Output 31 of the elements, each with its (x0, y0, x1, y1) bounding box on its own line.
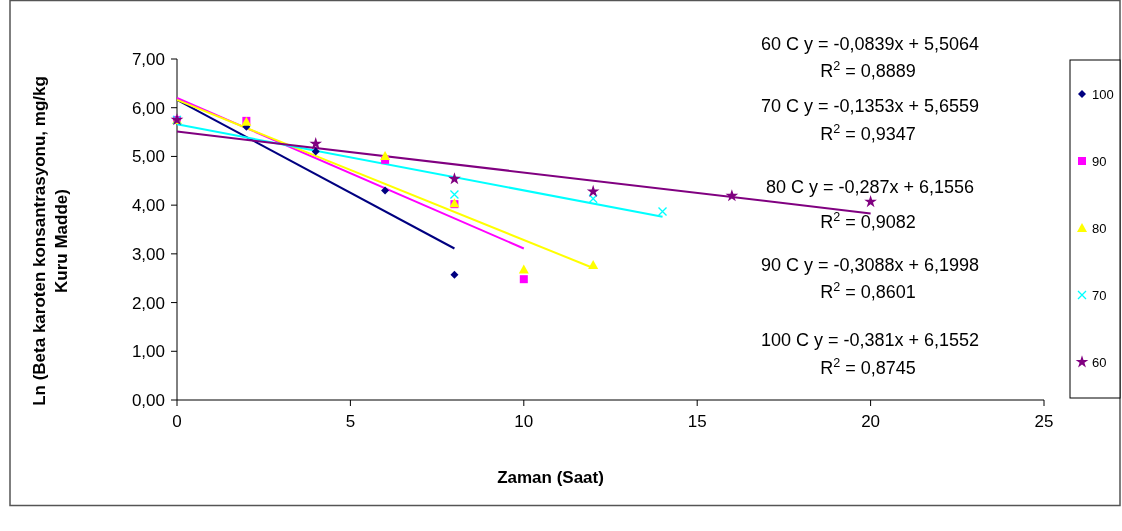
y-tick-label: 2,00 (131, 293, 165, 313)
x-tick-label: 0 (172, 412, 182, 431)
annotation: R$^{2}$ = 0,8745 (820, 356, 916, 378)
y-tick-label: 4,00 (131, 196, 165, 216)
legend-label: 100 (1092, 86, 1114, 102)
text: 60 C y = -0,0839x + 5,5064 (760, 34, 980, 54)
y-tick-label: 1,00 (131, 342, 165, 362)
legend-label: 90 (1092, 153, 1107, 169)
y-tick-label: 0,00 (131, 390, 165, 410)
x-tick-label: 15 (687, 412, 707, 431)
x-axis-title: Zaman (Saat) (497, 468, 604, 487)
legend-label: 70 (1092, 287, 1107, 303)
y-tick-label: 6,00 (131, 98, 165, 118)
y-tick-label: 3,00 (131, 244, 165, 264)
annotation: 70 C y = -0,1353x + 5,6559 (760, 96, 980, 116)
annotation: 90 C y = -0,3088x + 6,1998 (760, 255, 980, 275)
legend-label: 80 (1092, 220, 1107, 236)
legend-label: 60 (1092, 354, 1107, 370)
x-tick-label: 10 (514, 412, 534, 431)
y-tick-label: 5,00 (131, 147, 165, 167)
y-axis-title: Ln (Beta karoten konsantrasyonu, mg/kg Kuru Madde) (29, 75, 72, 408)
annotation: R$^{2}$ = 0,9082 (820, 210, 916, 232)
annotation: R$^{2}$ = 0,8889 (820, 59, 916, 81)
annotation: R$^{2}$ = 0,9347 (820, 122, 916, 144)
annotation: 80 C y = -0,287x + 6,1556 (765, 177, 975, 197)
y-tick-label: 7,00 (131, 49, 165, 69)
annotation: 100 C y = -0,381x + 6,1552 (760, 330, 980, 350)
x-tick-label: 5 (345, 412, 356, 431)
annotation: R$^{2}$ = 0,8601 (820, 280, 916, 302)
x-tick-label: 20 (861, 412, 881, 431)
x-tick-label: 25 (1034, 412, 1054, 431)
